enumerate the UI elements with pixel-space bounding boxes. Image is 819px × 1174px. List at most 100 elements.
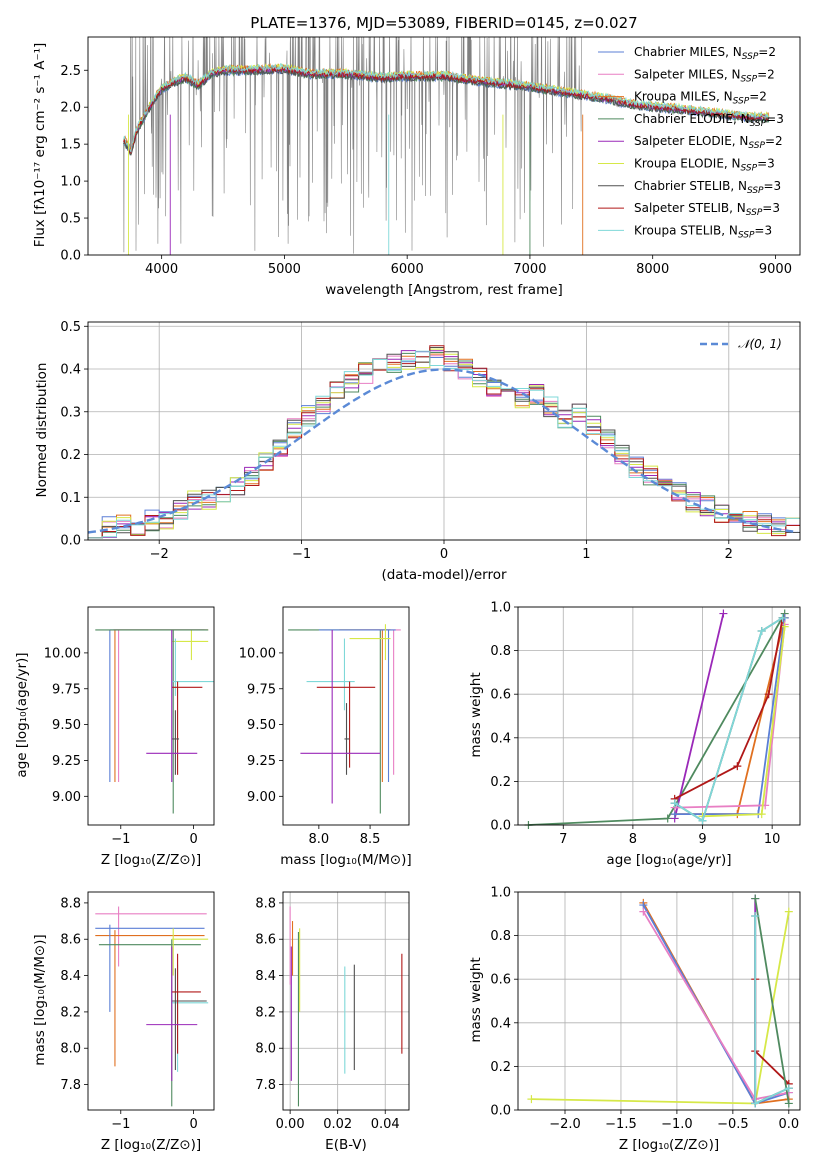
y-tick-label: 9.25 [247,754,276,769]
data-point-marker [751,911,760,920]
legend-tail: =3 [762,201,780,215]
x-tick-label: 0 [189,1117,197,1132]
legend-subscript: SSP [733,97,750,107]
x-tick-label: 7 [559,832,567,847]
legend-tail: =3 [757,157,775,171]
age-vs-mass-panel: mass [log₁₀(M/M⊙)] 8.0 8.5 9.00 9.25 9.50 9.7… [239,606,412,868]
x-tick-label: 7000 [513,262,546,277]
weight-z-x-label: Z [log₁₀(Z/Z⊙)] [619,1137,719,1153]
x-tick-label: −1 [111,1117,130,1132]
x-tick-label: 0.00 [276,1117,305,1132]
x-tick-label: 0.0 [778,1117,799,1132]
x-tick-label: 0 [189,832,197,847]
data-point-marker [719,609,728,618]
y-tick-label: 0.5 [60,320,81,335]
legend-entry: Chabrier ELODIE, NSSP=3 [634,112,784,129]
mass-weight-line [754,898,790,1104]
legend-text: Kroupa MILES, N [634,90,733,104]
y-tick-label: 9.75 [247,682,276,697]
x-tick-label: 4000 [145,262,178,277]
x-tick-label: 8.5 [360,832,381,847]
mass-weight-line [674,617,784,822]
hist-y-label: Normed distribution [34,363,50,498]
y-tick-label: 8.2 [255,1005,276,1020]
legend-entry: Salpeter STELIB, NSSP=3 [634,201,780,218]
axes-frame [282,891,410,1111]
legend-entry: Chabrier STELIB, NSSP=3 [634,179,781,196]
histogram-series [88,350,800,539]
mass-ebv-x-label: E(B-V) [325,1137,367,1153]
x-tick-label: 0.04 [371,1117,400,1132]
data-point-marker [764,690,773,699]
plot-area [95,629,214,814]
x-tick-label: 8000 [636,262,669,277]
y-tick-label: 9.00 [247,790,276,805]
legend-tail: =2 [765,134,783,148]
y-tick-label: 0.0 [490,819,511,834]
y-tick-label: 0.8 [490,644,511,659]
y-tick-label: 0.4 [490,731,511,746]
axes-frame [87,606,215,826]
y-tick-label: 10.00 [239,646,276,661]
y-tick-label: 0.0 [60,249,81,264]
mass-weight-line [673,613,725,819]
legend-text: Chabrier MILES, N [634,45,742,59]
data-point-marker [751,894,760,903]
legend-text: Chabrier STELIB, N [634,179,747,193]
grid-lines [283,892,409,1110]
y-tick-label: 7.8 [255,1078,276,1093]
plot-area [288,624,401,814]
legend-tail: =2 [758,45,776,59]
data-point-marker [778,613,787,622]
weight-age-y-label: mass weight [468,672,484,757]
legend-entry: Kroupa MILES, NSSP=2 [634,90,767,107]
y-tick-label: 10.00 [44,646,81,661]
y-tick-label: 0.2 [60,448,81,463]
model-spectrum-line [123,63,770,153]
data-point-marker [780,622,789,631]
grid-lines [518,891,800,1111]
x-tick-label: 10 [764,832,781,847]
data-point-marker [757,810,766,819]
y-tick-label: 8.8 [255,896,276,911]
legend-subscript: SSP [741,74,758,84]
y-tick-label: 0.5 [60,212,81,227]
plot-area [87,345,800,539]
x-tick-label: 8 [629,832,637,847]
weight-z-y-label: mass weight [468,957,484,1042]
plot-area [95,906,209,1107]
mass-weight-line [642,911,789,1101]
data-point-marker [670,799,679,808]
weight-vs-age-panel: age [log₁₀(age/yr)] mass weight 7 8 9 10 0.0… [468,601,801,868]
y-tick-label: 7.8 [60,1078,81,1093]
y-tick-label: 8.6 [60,933,81,948]
x-tick-label: −0.5 [717,1117,749,1132]
legend-subscript: SSP [741,164,758,174]
y-tick-label: 0.0 [60,534,81,549]
legend-entry: Kroupa STELIB, NSSP=3 [634,223,772,240]
x-tick-label: −1 [292,547,311,562]
legend-text: Chabrier ELODIE, N [634,112,750,126]
mass-weight-line [674,617,784,800]
x-tick-label: 6000 [391,262,424,277]
spectrum-panel: PLATE=1376, MJD=53089, FIBERID=0145, z=0… [32,14,801,298]
y-tick-label: 9.50 [52,718,81,733]
legend-subscript: SSP [746,208,763,218]
hist-x-label: (data-model)/error [381,567,507,583]
y-tick-label: 8.4 [255,969,276,984]
data-point-marker [639,907,648,916]
x-tick-label: 0 [440,547,448,562]
weight-vs-z-panel: Z [log₁₀(Z/Z⊙)] mass weight −2.0 −1.5 −1.0… [468,886,801,1153]
legend-subscript: SSP [742,52,759,62]
data-point-marker [527,1095,536,1104]
y-tick-label: 8.0 [60,1042,81,1057]
x-tick-label: 1 [582,547,590,562]
axes-frame [517,891,801,1111]
y-tick-label: 9.75 [52,682,81,697]
legend-tail: =2 [757,67,775,81]
age-mass-x-label: mass [log₁₀(M/M⊙)] [280,852,411,868]
y-tick-label: 8.4 [60,969,81,984]
x-tick-label: 8.0 [309,832,330,847]
x-tick-label: −1.5 [605,1117,637,1132]
y-tick-label: 8.2 [60,1005,81,1020]
